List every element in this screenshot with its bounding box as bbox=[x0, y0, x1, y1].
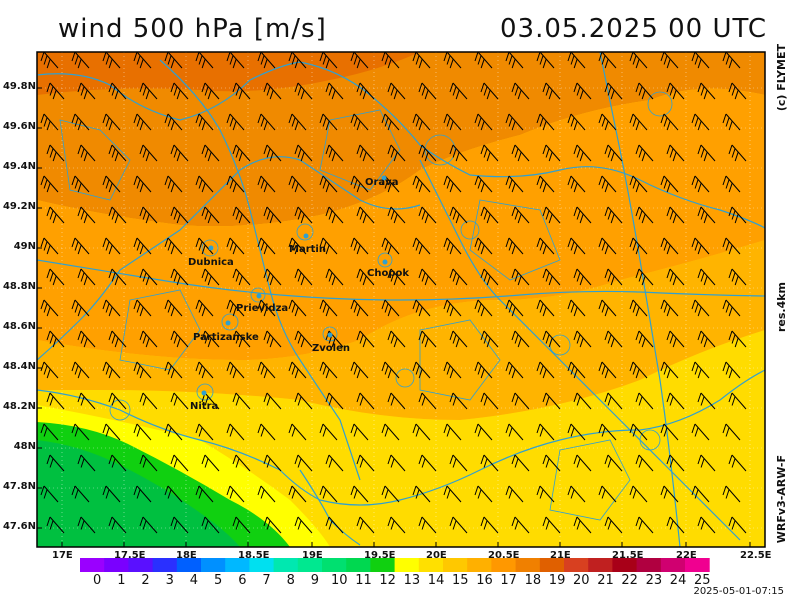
lon-label: 18.5E bbox=[238, 550, 270, 561]
city-label-nitra: Nitra bbox=[190, 401, 219, 412]
scale-value: 16 bbox=[476, 573, 493, 588]
scale-value: 2 bbox=[141, 573, 150, 588]
scale-value: 13 bbox=[403, 573, 421, 588]
city-markers bbox=[201, 175, 388, 396]
scale-value: 4 bbox=[189, 573, 199, 588]
lat-label: 49.4N bbox=[2, 161, 36, 172]
scale-value: 17 bbox=[500, 573, 517, 588]
scale-value: 8 bbox=[286, 573, 295, 588]
city-label-orava: Orava bbox=[365, 177, 399, 188]
axis-ticks bbox=[37, 87, 751, 547]
lat-label: 49.2N bbox=[2, 201, 36, 212]
scale-value: 24 bbox=[669, 573, 687, 588]
scale-value: 9 bbox=[310, 573, 320, 588]
scale-value: 0 bbox=[93, 573, 102, 588]
city-label-chopok: Chopok bbox=[367, 268, 410, 279]
lon-label: 21.5E bbox=[612, 550, 644, 561]
generation-timestamp: 2025-05-01-07:15 bbox=[693, 586, 784, 597]
lat-label: 48N bbox=[13, 441, 36, 452]
lat-label: 48.6N bbox=[2, 321, 36, 332]
scale-value: 12 bbox=[379, 573, 396, 588]
scale-value: 10 bbox=[331, 573, 348, 588]
district-borders bbox=[59, 91, 673, 521]
lon-label: 20.5E bbox=[488, 550, 520, 561]
forecast-datetime: 03.05.2025 00 UTC bbox=[500, 14, 768, 44]
city-label-martin: Martin bbox=[289, 244, 326, 255]
scale-value: 7 bbox=[262, 573, 271, 588]
color-scale-bar bbox=[80, 558, 710, 572]
scale-value: 11 bbox=[355, 573, 372, 588]
lon-label: 21E bbox=[550, 550, 571, 561]
lat-label: 49.8N bbox=[2, 81, 36, 92]
scale-value: 1 bbox=[117, 573, 126, 588]
scale-value: 14 bbox=[427, 573, 445, 588]
scale-value: 19 bbox=[548, 573, 566, 588]
scale-value: 18 bbox=[524, 573, 542, 588]
city-label-dubnica: Dubnica bbox=[188, 257, 234, 268]
scale-value: 20 bbox=[573, 573, 590, 588]
lat-label: 49.6N bbox=[2, 121, 36, 132]
scale-value: 21 bbox=[597, 573, 614, 588]
map-title: wind 500 hPa [m/s] bbox=[58, 14, 327, 44]
lat-label: 47.8N bbox=[2, 481, 36, 492]
scale-value: 22 bbox=[621, 573, 638, 588]
scale-value: 25 bbox=[694, 573, 711, 588]
scale-value: 23 bbox=[645, 573, 663, 588]
lat-label: 48.2N bbox=[2, 401, 36, 412]
lon-label: 20E bbox=[426, 550, 447, 561]
city-label-prievidza: Prievidza bbox=[236, 303, 289, 314]
region-borders bbox=[37, 52, 765, 547]
copyright-label: (c) FLYMET bbox=[775, 44, 788, 112]
scale-value: 5 bbox=[214, 573, 223, 588]
lon-label: 22.5E bbox=[740, 550, 772, 561]
lon-label: 19E bbox=[302, 550, 323, 561]
scale-value: 3 bbox=[165, 573, 174, 588]
lon-label: 17.5E bbox=[114, 550, 146, 561]
map-frame bbox=[36, 51, 766, 548]
lon-label: 22E bbox=[676, 550, 697, 561]
wind-barbs bbox=[40, 52, 747, 534]
city-label-partizanske: Partizanske bbox=[193, 332, 259, 343]
lat-label: 47.6N bbox=[2, 521, 36, 532]
lat-label: 48.4N bbox=[2, 361, 36, 372]
wind-field bbox=[37, 52, 765, 547]
model-label: WRFv3-ARW-F bbox=[775, 455, 788, 544]
scale-value: 6 bbox=[238, 573, 247, 588]
lon-label: 18E bbox=[176, 550, 197, 561]
resolution-label: res.4km bbox=[775, 282, 788, 333]
lat-label: 49N bbox=[13, 241, 36, 252]
city-label-zvolen: Zvolen bbox=[312, 343, 350, 354]
lat-label: 48.8N bbox=[2, 281, 36, 292]
scale-value: 15 bbox=[452, 573, 469, 588]
lon-label: 19.5E bbox=[364, 550, 396, 561]
lon-label: 17E bbox=[52, 550, 73, 561]
